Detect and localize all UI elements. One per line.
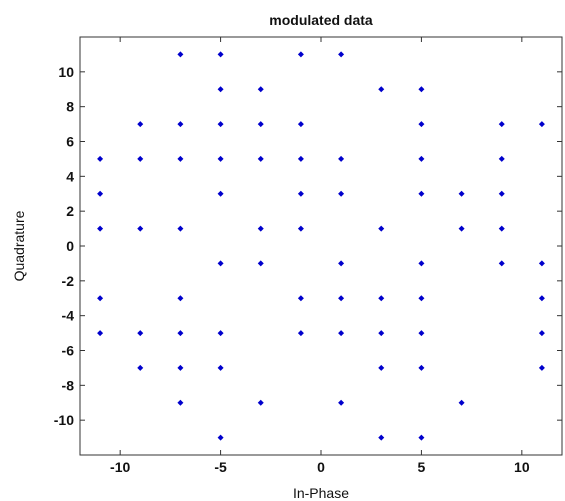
data-point bbox=[97, 295, 104, 302]
data-point bbox=[137, 155, 144, 162]
data-point bbox=[137, 121, 144, 128]
x-tick-label: 0 bbox=[317, 459, 325, 475]
data-point bbox=[297, 121, 304, 128]
data-point bbox=[217, 434, 224, 441]
data-point bbox=[177, 121, 184, 128]
data-point bbox=[418, 155, 425, 162]
data-point bbox=[177, 330, 184, 337]
data-point bbox=[418, 190, 425, 197]
data-point bbox=[378, 86, 385, 93]
data-point bbox=[297, 155, 304, 162]
data-point bbox=[498, 121, 505, 128]
data-point bbox=[217, 364, 224, 371]
data-point bbox=[538, 364, 545, 371]
x-tick-label: -10 bbox=[110, 459, 130, 475]
data-point bbox=[177, 295, 184, 302]
data-point bbox=[418, 121, 425, 128]
data-point bbox=[418, 364, 425, 371]
data-point bbox=[498, 190, 505, 197]
y-tick-label: -10 bbox=[54, 412, 74, 428]
y-tick-label: -8 bbox=[62, 377, 75, 393]
y-tick-label: 6 bbox=[66, 134, 74, 150]
data-point bbox=[538, 260, 545, 267]
data-point bbox=[257, 225, 264, 232]
data-point bbox=[217, 155, 224, 162]
data-point bbox=[177, 225, 184, 232]
data-point bbox=[338, 155, 345, 162]
data-point bbox=[418, 295, 425, 302]
data-point bbox=[297, 225, 304, 232]
data-point bbox=[378, 225, 385, 232]
data-point bbox=[177, 364, 184, 371]
x-tick-label: 5 bbox=[418, 459, 426, 475]
data-point bbox=[458, 225, 465, 232]
data-point bbox=[338, 330, 345, 337]
data-point bbox=[217, 190, 224, 197]
data-point bbox=[137, 225, 144, 232]
data-point bbox=[538, 121, 545, 128]
data-point bbox=[297, 295, 304, 302]
data-point bbox=[458, 190, 465, 197]
data-point bbox=[378, 330, 385, 337]
data-point bbox=[338, 51, 345, 58]
y-tick-label: -6 bbox=[62, 343, 75, 359]
data-point bbox=[217, 330, 224, 337]
data-points bbox=[97, 51, 545, 441]
data-point bbox=[538, 330, 545, 337]
data-point bbox=[217, 260, 224, 267]
y-axis-label: Quadrature bbox=[11, 210, 27, 281]
x-axis-label: In-Phase bbox=[293, 485, 349, 501]
plot-area bbox=[79, 36, 563, 456]
data-point bbox=[257, 399, 264, 406]
axis-ticks: -10 -5 0 5 10 -10 -8 -6 -4 -2 0 2 4 6 8 10 bbox=[54, 37, 562, 475]
data-point bbox=[97, 225, 104, 232]
data-point bbox=[97, 330, 104, 337]
x-tick-label: 10 bbox=[514, 459, 530, 475]
data-point bbox=[257, 121, 264, 128]
data-point bbox=[418, 330, 425, 337]
data-point bbox=[418, 260, 425, 267]
data-point bbox=[257, 155, 264, 162]
y-tick-label: -2 bbox=[62, 273, 75, 289]
data-point bbox=[418, 86, 425, 93]
data-point bbox=[378, 364, 385, 371]
data-point bbox=[498, 260, 505, 267]
data-point bbox=[338, 190, 345, 197]
x-tick-label: -5 bbox=[214, 459, 227, 475]
chart-title: modulated data bbox=[269, 12, 373, 28]
data-point bbox=[498, 155, 505, 162]
data-point bbox=[177, 155, 184, 162]
data-point bbox=[338, 295, 345, 302]
data-point bbox=[137, 330, 144, 337]
data-point bbox=[297, 330, 304, 337]
y-tick-label: 2 bbox=[66, 203, 74, 219]
y-tick-label: -4 bbox=[62, 308, 75, 324]
data-point bbox=[217, 121, 224, 128]
data-point bbox=[297, 190, 304, 197]
data-point bbox=[378, 434, 385, 441]
data-point bbox=[257, 86, 264, 93]
data-point bbox=[338, 399, 345, 406]
data-point bbox=[498, 225, 505, 232]
y-tick-label: 4 bbox=[66, 168, 74, 184]
data-point bbox=[97, 190, 104, 197]
data-point bbox=[217, 51, 224, 58]
y-tick-label: 10 bbox=[58, 64, 74, 80]
data-point bbox=[177, 399, 184, 406]
data-point bbox=[177, 51, 184, 58]
data-point bbox=[458, 399, 465, 406]
data-point bbox=[378, 295, 385, 302]
data-point bbox=[97, 155, 104, 162]
data-point bbox=[217, 86, 224, 93]
data-point bbox=[418, 434, 425, 441]
data-point bbox=[538, 295, 545, 302]
data-point bbox=[257, 260, 264, 267]
y-tick-label: 0 bbox=[66, 238, 74, 254]
data-point bbox=[338, 260, 345, 267]
data-point bbox=[137, 364, 144, 371]
data-point bbox=[297, 51, 304, 58]
y-tick-label: 8 bbox=[66, 99, 74, 115]
